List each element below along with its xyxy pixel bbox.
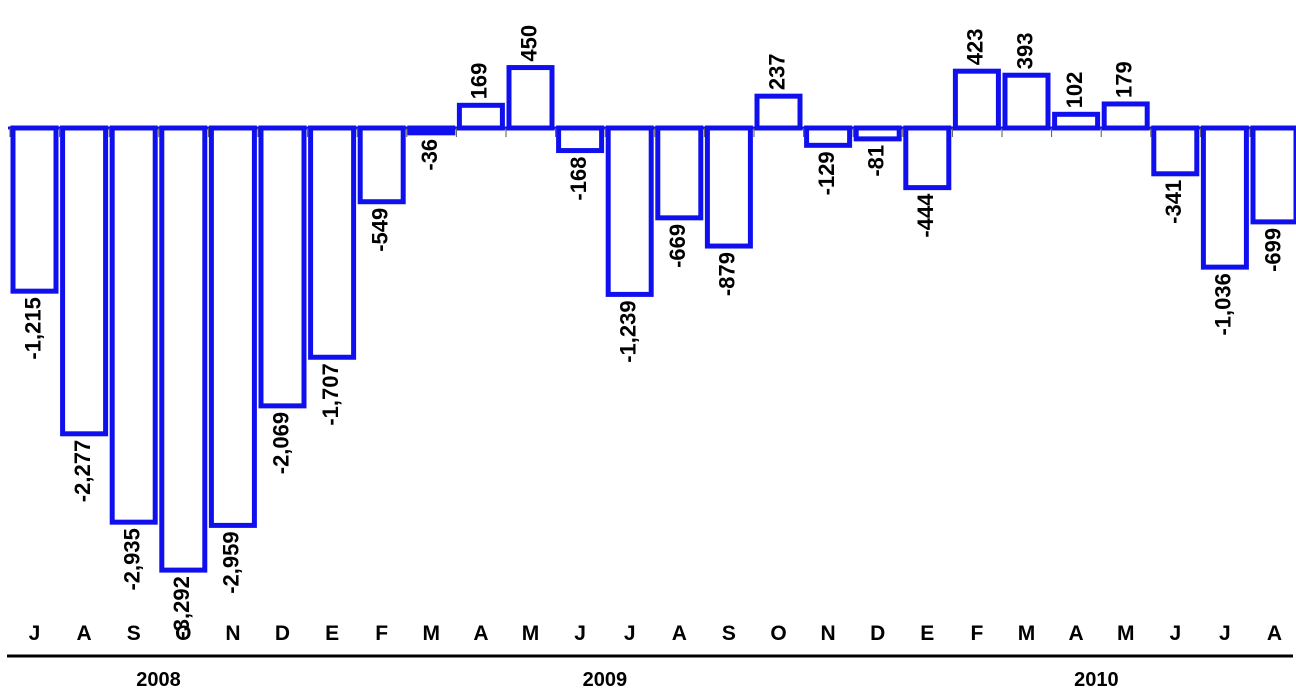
- month-label-10: M: [522, 622, 540, 645]
- month-label-13: A: [672, 622, 687, 645]
- value-label-1: -2,277: [70, 440, 95, 502]
- month-label-9: A: [473, 622, 488, 645]
- value-label-16: -129: [814, 151, 839, 195]
- year-label-2009: 2009: [583, 669, 628, 691]
- month-label-6: E: [325, 622, 339, 645]
- month-label-24: J: [1219, 622, 1231, 645]
- bar-19: [955, 71, 998, 128]
- month-label-25: A: [1267, 622, 1282, 645]
- bar-11: [559, 128, 602, 151]
- bar-2: [112, 128, 155, 522]
- bar-14: [707, 128, 750, 246]
- bar-23: [1154, 128, 1197, 174]
- value-label-22: 179: [1112, 61, 1137, 98]
- bar-17: [856, 128, 899, 139]
- bar-3: [162, 128, 205, 570]
- month-label-11: J: [574, 622, 586, 645]
- year-label-2008: 2008: [136, 669, 181, 691]
- month-label-16: N: [821, 622, 836, 645]
- month-label-7: F: [375, 622, 388, 645]
- value-label-21: 102: [1062, 72, 1087, 109]
- value-label-15: 237: [764, 53, 789, 90]
- month-label-5: D: [275, 622, 290, 645]
- value-label-2: -2,935: [120, 528, 145, 590]
- month-label-2: S: [127, 622, 141, 645]
- value-label-6: -1,707: [318, 363, 343, 425]
- month-label-1: A: [77, 622, 92, 645]
- value-label-5: -2,069: [268, 412, 293, 474]
- year-groups: 2008 2009 2010: [7, 656, 1293, 691]
- bar-6: [311, 128, 354, 357]
- bar-21: [1055, 114, 1098, 128]
- value-label-19: 423: [963, 28, 988, 65]
- bar-9: [459, 105, 502, 128]
- value-label-23: -341: [1161, 180, 1186, 224]
- month-label-4: N: [225, 622, 240, 645]
- bar-22: [1104, 104, 1147, 128]
- bar-5: [261, 128, 304, 406]
- month-label-18: E: [920, 622, 934, 645]
- value-label-12: -1,239: [616, 300, 641, 362]
- value-label-17: -81: [864, 145, 889, 177]
- value-label-13: -669: [665, 224, 690, 268]
- value-label-0: -1,215: [20, 297, 45, 359]
- month-label-8: M: [423, 622, 441, 645]
- month-label-21: A: [1069, 622, 1084, 645]
- value-label-25: -699: [1260, 228, 1285, 272]
- month-label-0: J: [29, 622, 41, 645]
- month-label-12: J: [624, 622, 636, 645]
- bar-18: [906, 128, 949, 188]
- month-label-14: S: [722, 622, 736, 645]
- month-label-15: O: [770, 622, 786, 645]
- month-label-3: O: [175, 622, 191, 645]
- value-label-20: 393: [1012, 33, 1037, 70]
- bar-24: [1203, 128, 1246, 267]
- bar-15: [757, 96, 800, 128]
- bar-13: [658, 128, 701, 218]
- bar-7: [360, 128, 403, 202]
- value-label-14: -879: [715, 252, 740, 296]
- value-label-24: -1,036: [1211, 273, 1236, 335]
- bar-10: [509, 68, 552, 128]
- value-label-7: -549: [368, 208, 393, 252]
- month-label-23: J: [1169, 622, 1181, 645]
- value-label-4: -2,959: [219, 531, 244, 593]
- value-label-8: -36: [417, 139, 442, 171]
- bar-20: [1005, 75, 1048, 128]
- month-label-19: F: [970, 622, 983, 645]
- value-label-18: -444: [913, 193, 938, 238]
- bar-16: [807, 128, 850, 145]
- bar-4: [211, 128, 254, 525]
- value-label-9: 169: [467, 63, 492, 100]
- bar-0: [13, 128, 56, 291]
- value-label-10: 450: [516, 25, 541, 62]
- bar-1: [63, 128, 106, 434]
- month-label-20: M: [1018, 622, 1036, 645]
- year-label-2010: 2010: [1074, 669, 1119, 691]
- month-label-22: M: [1117, 622, 1135, 645]
- value-label-11: -168: [566, 157, 591, 201]
- bar-25: [1253, 128, 1296, 222]
- bar-12: [608, 128, 651, 294]
- bars-group: [13, 68, 1296, 571]
- month-label-17: D: [870, 622, 885, 645]
